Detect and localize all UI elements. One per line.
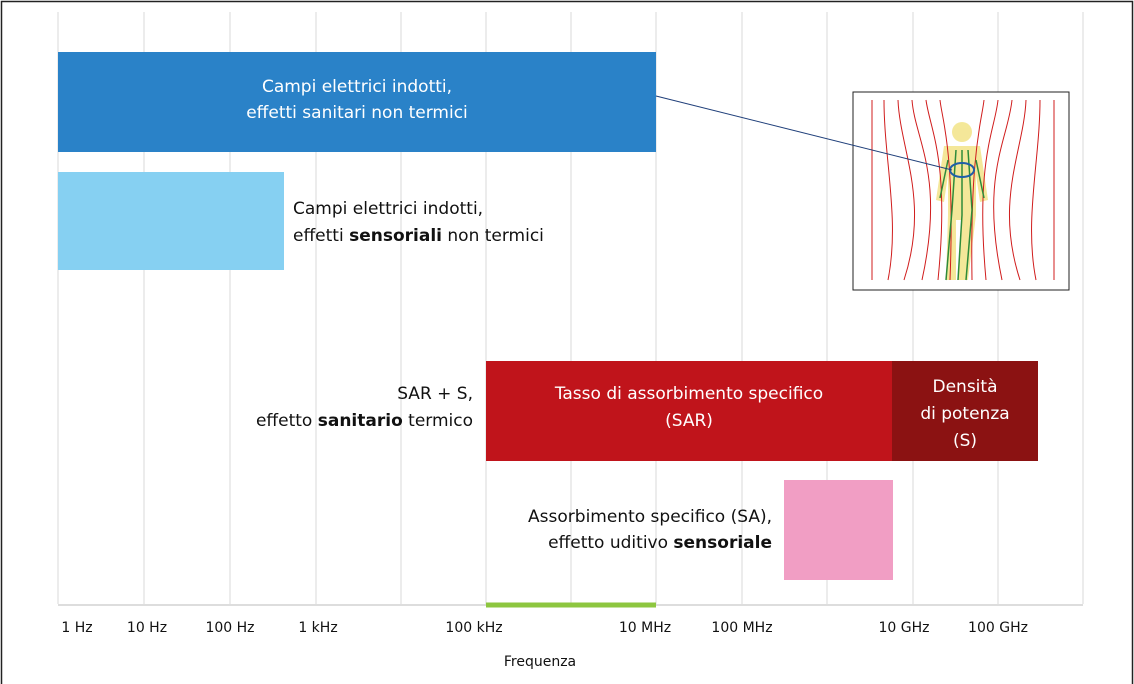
sa-band xyxy=(784,480,893,580)
x-tick-label: 10 Hz xyxy=(127,620,167,636)
induced-sensory-band xyxy=(58,172,284,270)
x-tick-label: 100 MHz xyxy=(711,620,772,636)
x-tick-label: 100 Hz xyxy=(205,620,254,636)
axis-title: Frequenza xyxy=(504,654,576,670)
band-label: Campi elettrici indotti, xyxy=(262,77,452,97)
body-field-figure xyxy=(656,92,1069,290)
x-tick-label: 1 kHz xyxy=(298,620,337,636)
induced-health-band xyxy=(58,52,656,152)
band-label: Densità xyxy=(933,377,998,397)
text: effetto xyxy=(256,411,318,431)
x-tick-label: 10 MHz xyxy=(619,620,671,636)
x-tick-label: 10 GHz xyxy=(879,620,930,636)
diagram: Campi elettrici indotti, effetti sanitar… xyxy=(0,0,1134,684)
band-label: Campi elettrici indotti, xyxy=(293,199,483,219)
band-label: effetti sanitari non termici xyxy=(246,103,468,123)
text: sensoriale xyxy=(673,533,772,553)
band-label: effetto uditivo sensoriale xyxy=(548,533,772,553)
band-label: di potenza xyxy=(920,404,1009,424)
band-label: (SAR) xyxy=(665,411,713,431)
band-label: Assorbimento specifico (SA), xyxy=(528,507,772,527)
band-label: Tasso di assorbimento specifico xyxy=(554,384,823,404)
x-tick-label: 1 Hz xyxy=(61,620,92,636)
band-label: effetto sanitario termico xyxy=(256,411,473,431)
x-tick-label: 100 kHz xyxy=(445,620,502,636)
band-label: effetti sensoriali non termici xyxy=(293,226,544,246)
text: termico xyxy=(403,411,473,431)
text: effetto uditivo xyxy=(548,533,673,553)
band-label: (S) xyxy=(953,431,977,451)
text: sanitario xyxy=(318,411,403,431)
x-tick-label: 100 GHz xyxy=(968,620,1028,636)
text: sensoriali xyxy=(349,226,442,246)
band-label: SAR + S, xyxy=(397,384,473,404)
text: non termici xyxy=(442,226,544,246)
text: effetti xyxy=(293,226,349,246)
